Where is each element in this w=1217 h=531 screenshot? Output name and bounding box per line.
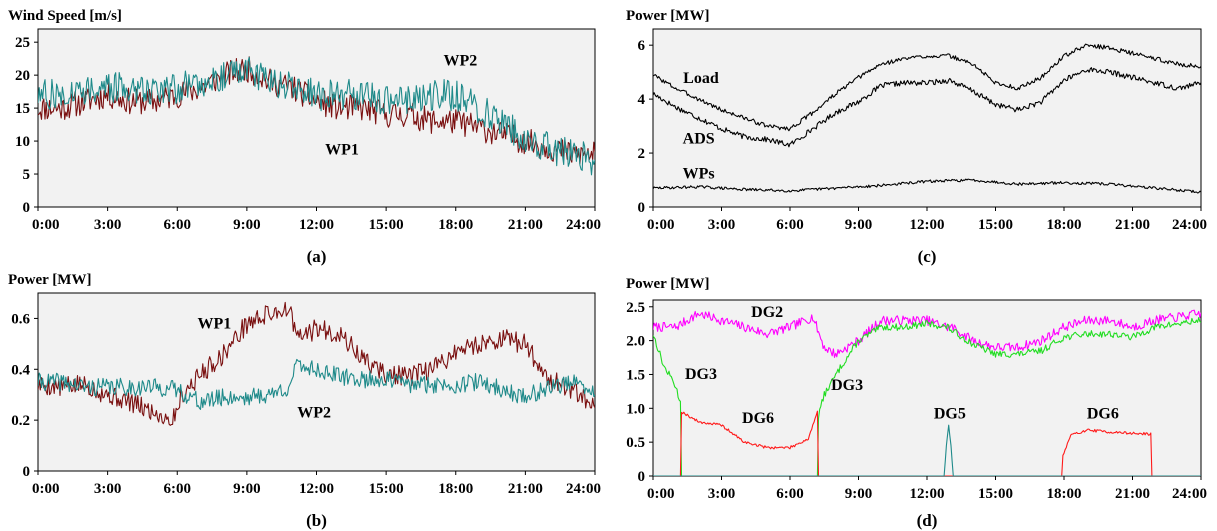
y-tick-label: 0 — [23, 200, 31, 216]
x-tick-label: 0:00 — [32, 481, 60, 497]
series-line-wp2 — [38, 56, 595, 176]
panel-caption: (b) — [306, 511, 327, 530]
y-tick-label: 0.5 — [626, 435, 645, 451]
x-tick-label: 18:00 — [1047, 486, 1082, 502]
x-tick-label: 0:00 — [32, 217, 60, 233]
y-tick-label: 2.0 — [626, 334, 645, 350]
x-tick-label: 3:00 — [94, 217, 122, 233]
x-tick-label: 24:00 — [566, 217, 601, 233]
x-tick-label: 6:00 — [776, 486, 804, 502]
x-tick-label: 24:00 — [1172, 486, 1207, 502]
plot-area — [652, 28, 1202, 208]
x-tick-label: 9:00 — [233, 481, 261, 497]
series-line-wps — [653, 178, 1201, 194]
y-tick-label: 1.0 — [626, 401, 645, 417]
x-tick-label: 3:00 — [708, 486, 736, 502]
x-tick-label: 9:00 — [233, 217, 261, 233]
plot-area — [37, 28, 596, 208]
series-annotation: DG3 — [685, 366, 717, 383]
x-tick-label: 6:00 — [164, 481, 192, 497]
series-annotation: DG6 — [1087, 405, 1119, 422]
x-tick-label: 12:00 — [910, 217, 945, 233]
x-tick-label: 21:00 — [1115, 217, 1150, 233]
y-tick-label: 0 — [23, 464, 31, 480]
x-tick-label: 12:00 — [299, 481, 334, 497]
x-tick-label: 0:00 — [647, 486, 675, 502]
x-tick-label: 3:00 — [94, 481, 122, 497]
y-axis-title: Power [MW] — [8, 272, 91, 288]
series-annotation: DG5 — [934, 405, 966, 422]
series-annotation: WP1 — [325, 141, 359, 158]
chart-panel-c: Power [MW] 0 2 4 6 0:00 3:00 6:00 9:00 12:00 15:00… — [626, 8, 1207, 266]
panel-caption: (c) — [918, 247, 937, 266]
series-line-wp2 — [38, 358, 595, 410]
x-tick-label: 24:00 — [566, 481, 601, 497]
chart-panel-d: Power [MW] 0 0.5 1.0 1.5 2.0 2.5 0:00 3:00 6:00 9:… — [626, 276, 1207, 530]
x-tick-label: 12:00 — [910, 486, 945, 502]
y-axis-title: Wind Speed [m/s] — [8, 8, 122, 24]
series-line-dg2 — [653, 309, 1201, 358]
x-tick-label: 21:00 — [508, 481, 543, 497]
x-tick-label: 18:00 — [438, 481, 473, 497]
x-tick-label: 15:00 — [978, 217, 1013, 233]
y-tick-label: 25 — [15, 35, 30, 51]
series-annotation: WPs — [683, 166, 715, 183]
y-tick-label: 2.5 — [626, 300, 645, 316]
x-tick-label: 6:00 — [776, 217, 804, 233]
series-line-wp1 — [38, 301, 595, 426]
series-annotation: ADS — [683, 131, 715, 148]
panel-caption: (d) — [917, 511, 938, 530]
series-annotation: DG6 — [742, 410, 774, 427]
series-annotation: DG2 — [751, 304, 783, 321]
y-tick-label: 4 — [638, 92, 646, 108]
series-line-load — [653, 43, 1201, 132]
x-tick-label: 6:00 — [164, 217, 192, 233]
series-annotation: WP1 — [197, 316, 231, 333]
y-axis-title: Power [MW] — [626, 8, 709, 24]
y-tick-label: 6 — [638, 38, 646, 54]
y-tick-label: 1.5 — [626, 367, 645, 383]
plot-area — [37, 292, 596, 472]
series-annotation: WP2 — [297, 405, 331, 422]
y-tick-label: 0.2 — [11, 413, 30, 429]
y-tick-label: 0 — [638, 200, 646, 216]
y-axis-title: Power [MW] — [626, 276, 709, 292]
y-tick-label: 0.6 — [11, 311, 30, 327]
chart-panel-b: Power [MW] 0 0.2 0.4 0.6 0:00 3:00 6:00 9:00 12:0… — [8, 272, 601, 530]
series-line-ads — [653, 67, 1201, 148]
y-tick-label: 15 — [15, 101, 30, 117]
y-tick-label: 5 — [23, 167, 31, 183]
x-tick-label: 18:00 — [1047, 217, 1082, 233]
y-tick-label: 2 — [638, 146, 646, 162]
x-tick-label: 24:00 — [1172, 217, 1207, 233]
x-tick-label: 0:00 — [647, 217, 675, 233]
x-tick-label: 3:00 — [708, 217, 736, 233]
x-tick-label: 9:00 — [845, 217, 873, 233]
series-annotation: Load — [683, 70, 719, 87]
y-tick-label: 10 — [15, 134, 30, 150]
chart-panel-a: Wind Speed [m/s] 0 5 10 15 20 25 0:00 3:00 6:00 9:… — [8, 8, 601, 266]
x-tick-label: 21:00 — [508, 217, 543, 233]
x-tick-label: 15:00 — [369, 217, 404, 233]
series-annotation: DG3 — [831, 377, 863, 394]
series-annotation: WP2 — [444, 52, 478, 69]
x-tick-label: 15:00 — [369, 481, 404, 497]
series-line-dg3 — [653, 317, 1201, 476]
y-tick-label: 20 — [15, 68, 30, 84]
x-tick-label: 15:00 — [978, 486, 1013, 502]
x-tick-label: 9:00 — [845, 486, 873, 502]
y-tick-label: 0.4 — [11, 362, 30, 378]
y-tick-label: 0 — [638, 469, 646, 485]
x-tick-label: 21:00 — [1115, 486, 1150, 502]
x-tick-label: 18:00 — [438, 217, 473, 233]
plot-area — [652, 299, 1202, 477]
series-line-dg6 — [653, 410, 1201, 476]
panel-caption: (a) — [307, 247, 327, 266]
x-tick-label: 12:00 — [299, 217, 334, 233]
series-line-wp1 — [38, 56, 595, 165]
